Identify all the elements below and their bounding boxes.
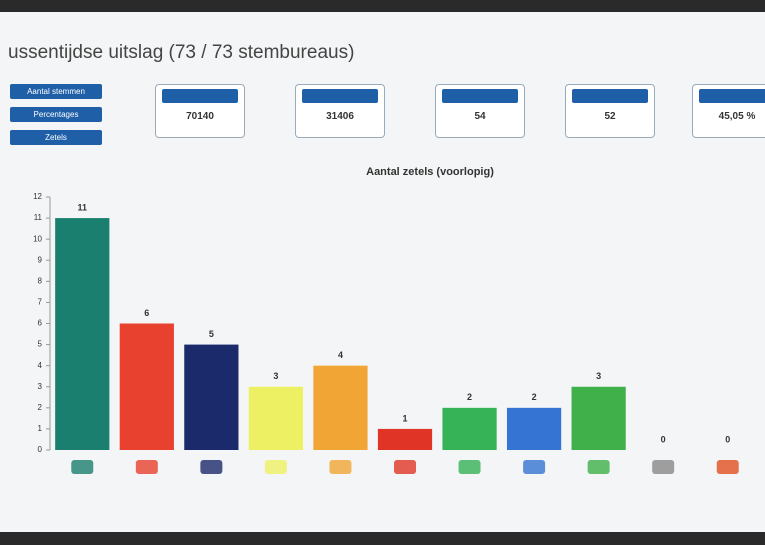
stat-value: 45,05 % — [693, 111, 765, 122]
screen: ussentijdse uitslag (73 / 73 stembureaus… — [0, 12, 765, 532]
bar — [120, 324, 174, 451]
button[interactable]: Zetels — [10, 130, 102, 145]
value-label: 1 — [402, 413, 407, 423]
y-tick-label: 6 — [38, 319, 43, 328]
value-label: 3 — [273, 371, 278, 381]
party-logo — [459, 460, 481, 474]
bar — [313, 366, 367, 450]
y-tick-label: 9 — [38, 255, 43, 264]
party-logo — [265, 460, 287, 474]
y-tick-label: 1 — [38, 424, 43, 433]
value-label: 2 — [467, 392, 472, 402]
button[interactable]: Percentages — [10, 107, 102, 122]
value-label: 0 — [661, 434, 666, 444]
y-tick-label: 10 — [33, 234, 42, 243]
stat-value: 54 — [436, 111, 524, 122]
bar — [55, 218, 109, 450]
bar — [442, 408, 496, 450]
bar — [572, 387, 626, 450]
party-logo — [523, 460, 545, 474]
stat-card: 70140 — [155, 84, 245, 138]
stat-card: 31406 — [295, 84, 385, 138]
y-tick-label: 7 — [38, 298, 43, 307]
value-label: 11 — [78, 202, 88, 212]
stat-card: 54 — [435, 84, 525, 138]
bar — [184, 345, 238, 450]
value-label: 6 — [144, 308, 149, 318]
page: ussentijdse uitslag (73 / 73 stembureaus… — [0, 0, 765, 545]
value-label: 2 — [532, 392, 537, 402]
button[interactable]: Aantal stemmen — [10, 84, 102, 99]
value-label: 3 — [596, 371, 601, 381]
value-label: 5 — [209, 329, 214, 339]
bar — [249, 387, 303, 450]
y-tick-label: 2 — [38, 403, 43, 412]
y-tick-label: 12 — [33, 192, 42, 201]
stat-value: 31406 — [296, 111, 384, 122]
stat-value: 70140 — [156, 111, 244, 122]
party-logo — [329, 460, 351, 474]
party-logo — [394, 460, 416, 474]
y-tick-label: 0 — [38, 445, 43, 454]
stat-card: 52 — [565, 84, 655, 138]
y-tick-label: 3 — [38, 382, 43, 391]
chart: Aantal zetels (voorlopig) 01234567891011… — [0, 152, 765, 492]
value-label: 0 — [725, 434, 730, 444]
y-tick-label: 5 — [38, 340, 43, 349]
chart-title: Aantal zetels (voorlopig) — [366, 166, 494, 178]
y-tick-label: 11 — [34, 213, 43, 222]
party-logo — [71, 460, 93, 474]
value-label: 4 — [338, 350, 343, 360]
bar — [378, 429, 432, 450]
y-tick-label: 4 — [38, 361, 43, 370]
party-logo — [588, 460, 610, 474]
stat-value: 52 — [566, 111, 654, 122]
party-logo — [717, 460, 739, 474]
y-tick-label: 8 — [38, 276, 43, 285]
page-title: ussentijdse uitslag (73 / 73 stembureaus… — [8, 42, 354, 64]
party-logo — [652, 460, 674, 474]
stat-card: 45,05 % — [692, 84, 765, 138]
party-logo — [136, 460, 158, 474]
party-logo — [200, 460, 222, 474]
bar — [507, 408, 561, 450]
